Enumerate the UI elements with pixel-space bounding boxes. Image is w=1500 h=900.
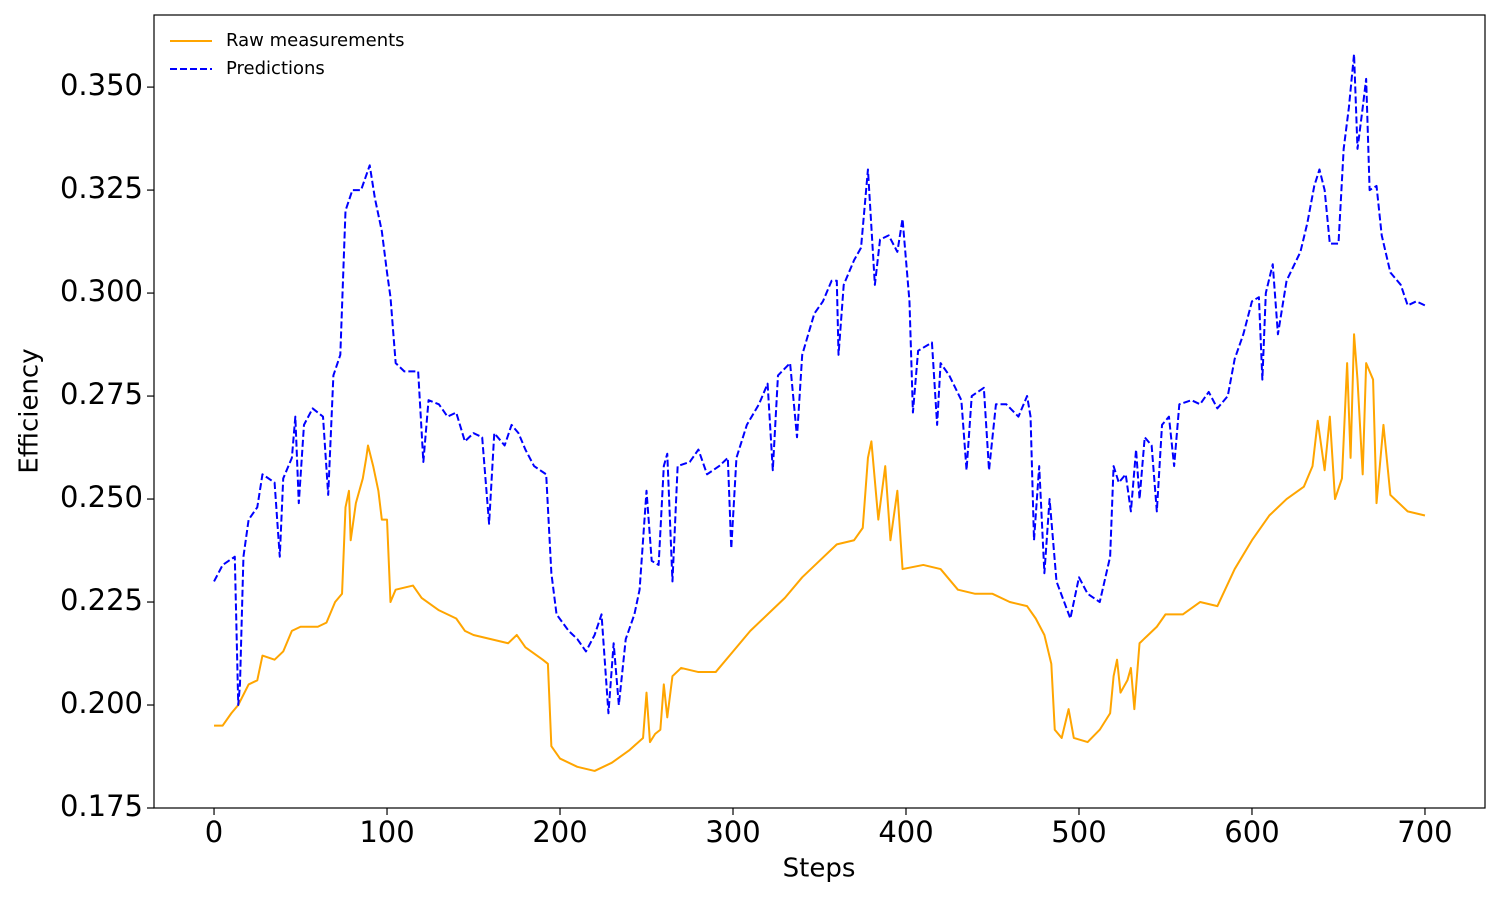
legend-label: Predictions xyxy=(226,58,325,79)
y-tick-label: 0.325 xyxy=(60,171,143,205)
x-tick-label: 600 xyxy=(1224,815,1279,849)
y-tick-label: 0.200 xyxy=(60,686,143,720)
x-axis-label: Steps xyxy=(783,854,856,884)
x-tick-label: 400 xyxy=(878,815,933,849)
y-tick-label: 0.225 xyxy=(60,583,143,617)
legend-label: Raw measurements xyxy=(226,30,405,51)
x-tick-label: 700 xyxy=(1397,815,1452,849)
y-axis-label: Efficiency xyxy=(15,348,45,473)
y-tick-label: 0.250 xyxy=(60,480,143,514)
x-tick-label: 100 xyxy=(359,815,414,849)
y-tick-label: 0.275 xyxy=(60,377,143,411)
x-tick-label: 300 xyxy=(705,815,760,849)
y-tick-label: 0.350 xyxy=(60,68,143,102)
line-series xyxy=(213,53,1426,715)
x-tick-label: 0 xyxy=(205,815,223,849)
x-tick-label: 200 xyxy=(532,815,587,849)
plot-frame xyxy=(153,14,1486,809)
y-tick-label: 0.300 xyxy=(60,274,143,308)
x-tick-label: 500 xyxy=(1051,815,1106,849)
y-tick-label: 0.175 xyxy=(60,789,143,823)
line-series xyxy=(214,333,1426,772)
